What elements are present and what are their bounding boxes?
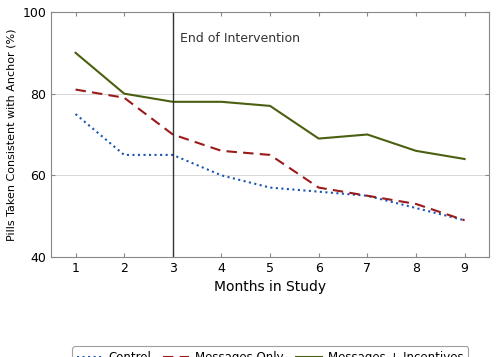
Text: End of Intervention: End of Intervention xyxy=(180,32,300,45)
X-axis label: Months in Study: Months in Study xyxy=(214,281,326,295)
Legend: Control, Messages Only, Messages + Incentives: Control, Messages Only, Messages + Incen… xyxy=(72,346,468,357)
Y-axis label: Pills Taken Consistent with Anchor (%): Pills Taken Consistent with Anchor (%) xyxy=(7,28,17,241)
